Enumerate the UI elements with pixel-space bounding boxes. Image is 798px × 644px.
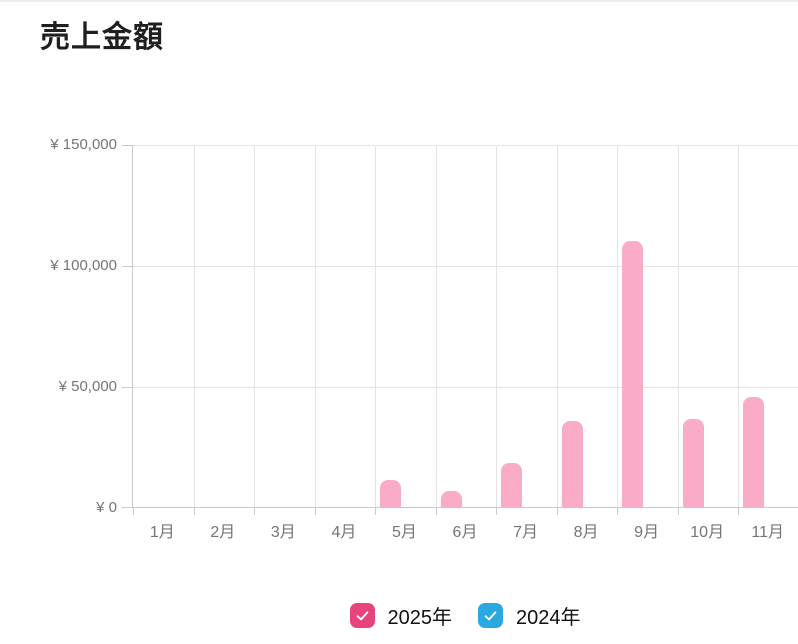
x-axis-tick-label: 4月 (331, 524, 357, 541)
v-gridline (314, 145, 316, 507)
x-axis-tick-label: 8月 (573, 524, 599, 541)
x-axis-tick-label: 10月 (690, 524, 725, 541)
v-gridline (556, 145, 558, 507)
x-axis-tick (133, 508, 134, 515)
legend-label-2025: 2025年 (387, 606, 453, 629)
checkbox-2025-checked[interactable] (349, 602, 375, 628)
bar-2025年-6月[interactable] (440, 491, 462, 507)
x-axis-tick (617, 508, 619, 515)
legend-item-2025[interactable]: 2025年 (349, 601, 453, 630)
v-gridline (435, 145, 437, 507)
y-axis-tick (122, 145, 132, 146)
h-gridline (133, 266, 798, 267)
y-axis-tick-label: ¥ 50,000 (58, 378, 117, 395)
checkmark-icon (356, 610, 368, 620)
h-gridline (133, 387, 798, 388)
v-gridline (496, 145, 498, 507)
y-axis-tick-label: ¥ 150,000 (50, 136, 117, 153)
page-title: 売上金額 (40, 21, 164, 54)
x-axis-tick (435, 508, 437, 515)
y-axis-tick-label: ¥ 0 (96, 499, 117, 516)
x-axis-tick (314, 508, 316, 515)
bar-2025年-7月[interactable] (501, 463, 523, 507)
x-axis-tick-label: 7月 (513, 524, 538, 541)
bar-2025年-9月[interactable] (622, 240, 644, 507)
v-gridline (738, 145, 740, 507)
x-axis-tick-label: 3月 (270, 524, 296, 541)
legend-item-2024[interactable]: 2024年 (478, 601, 581, 630)
y-axis-tick (122, 387, 132, 388)
x-axis-tick (677, 508, 679, 515)
bar-2025年-8月[interactable] (561, 421, 583, 507)
x-axis-tick (375, 508, 377, 515)
bar-2025年-5月[interactable] (379, 480, 401, 507)
y-axis-tick (122, 266, 132, 267)
y-axis-tick (122, 507, 132, 508)
checkbox-2024-checked[interactable] (478, 602, 503, 628)
x-axis-tick (738, 508, 740, 515)
x-axis-tick-label: 2月 (210, 524, 236, 541)
h-gridline (133, 145, 798, 146)
x-axis-tick-label: 1月 (149, 524, 175, 541)
x-axis-tick-label: 9月 (634, 524, 660, 541)
bar-2025年-10月[interactable] (682, 418, 704, 507)
x-axis-tick-label: 6月 (452, 524, 478, 541)
v-gridline (677, 145, 679, 507)
x-axis-tick (496, 508, 498, 515)
x-axis-tick-label: 5月 (392, 524, 417, 541)
v-gridline (193, 145, 195, 507)
checkmark-icon (484, 610, 497, 620)
v-gridline (617, 145, 619, 507)
chart-legend: 2025年 2024年 (132, 598, 798, 632)
x-axis-tick (193, 508, 195, 515)
x-axis-tick-label: 11月 (751, 524, 785, 541)
v-gridline (254, 145, 256, 507)
plot-area[interactable] (122, 145, 798, 515)
y-axis-tick-label: ¥ 100,000 (50, 257, 117, 274)
legend-label-2024: 2024年 (516, 606, 581, 629)
x-axis-tick (556, 508, 558, 515)
bar-2025年-11月[interactable] (743, 396, 765, 507)
x-axis-tick (254, 508, 256, 515)
v-gridline (375, 145, 377, 507)
